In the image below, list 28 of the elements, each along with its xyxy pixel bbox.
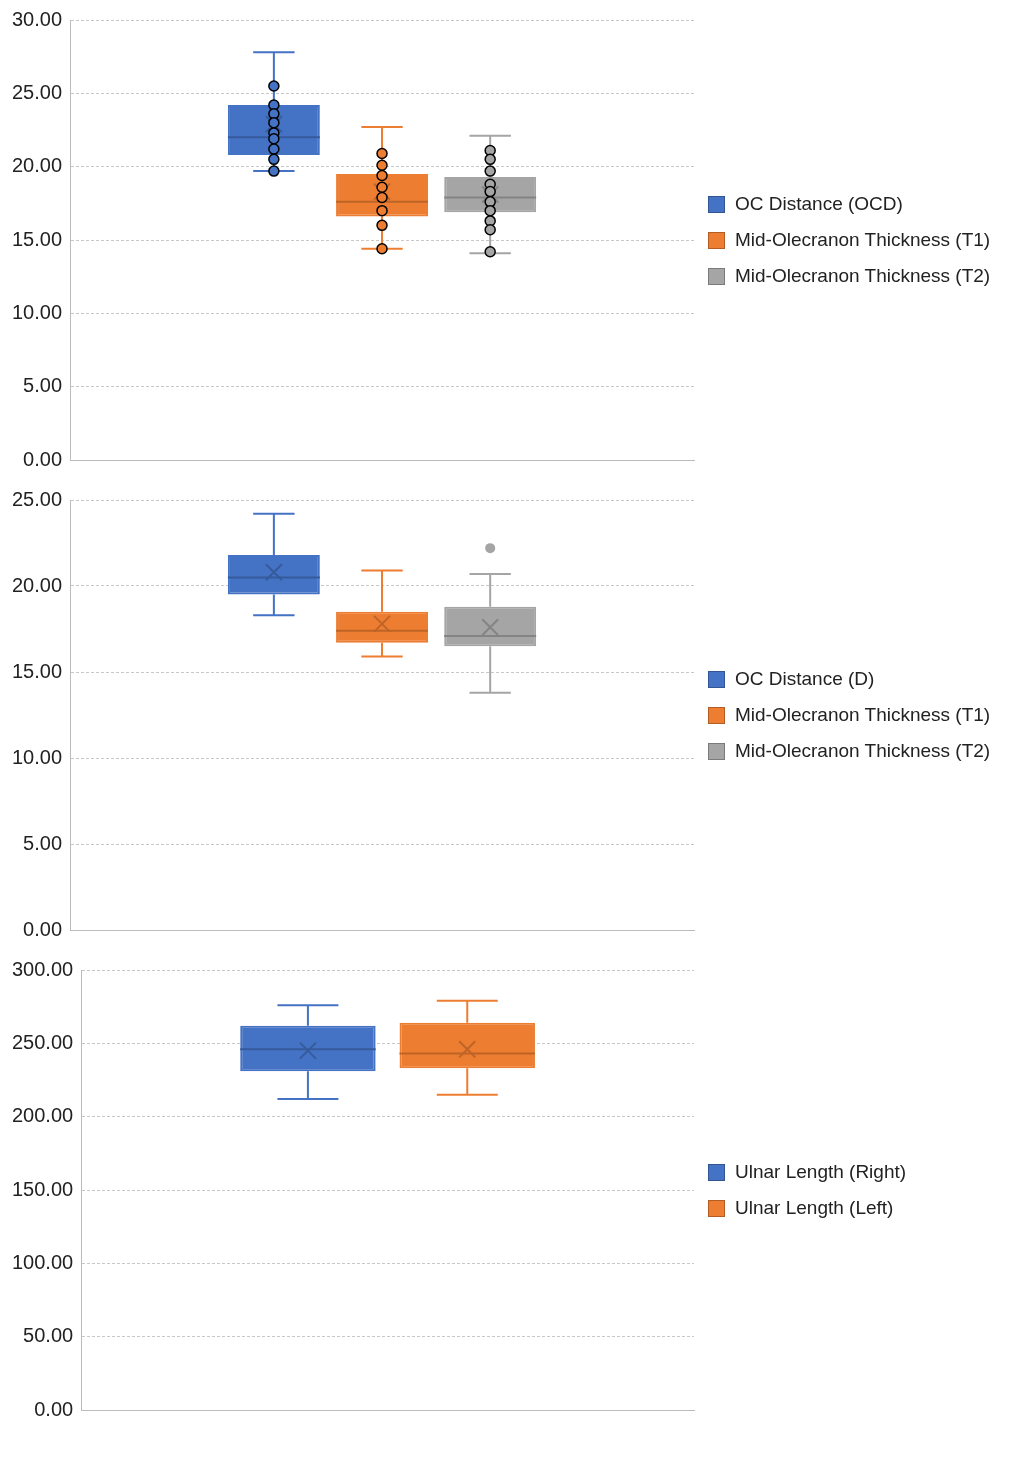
legend-label: Mid-Olecranon Thickness (T2) (735, 265, 991, 287)
y-tick-label: 30.00 (11, 7, 63, 30)
y-tick-label: 100.00 (12, 1250, 74, 1273)
legend-label: OC Distance (OCD) (735, 193, 903, 215)
y-tick-label: 5.00 (23, 831, 63, 854)
y-tick-label: 10.00 (11, 300, 63, 323)
y-tick-label: 15.00 (11, 659, 63, 682)
y-tick-label: 0.00 (34, 1397, 74, 1420)
y-tick-label: 200.00 (12, 1104, 74, 1127)
y-tick-label: 250.00 (12, 1030, 74, 1053)
y-tick-label: 0.00 (23, 917, 63, 940)
legend-label: OC Distance (D) (735, 668, 875, 690)
y-tick-label: 150.00 (12, 1177, 74, 1200)
legend-label: Mid-Olecranon Thickness (T2) (735, 740, 991, 762)
y-tick-label: 15.00 (11, 227, 63, 250)
y-tick-label: 5.00 (23, 374, 63, 397)
legend-label: Ulnar Length (Right) (735, 1161, 907, 1183)
legend-label: Mid-Olecranon Thickness (T1) (735, 704, 991, 726)
y-tick-label: 300.00 (12, 957, 74, 980)
legend-label: Ulnar Length (Left) (735, 1197, 894, 1219)
y-tick-label: 20.00 (11, 154, 63, 177)
y-tick-label: 10.00 (11, 745, 63, 768)
y-tick-label: 0.00 (23, 447, 63, 470)
y-tick-label: 50.00 (23, 1324, 74, 1347)
y-tick-label: 25.00 (11, 487, 63, 510)
legend-label: Mid-Olecranon Thickness (T1) (735, 229, 991, 251)
y-tick-label: 25.00 (11, 80, 63, 103)
y-tick-label: 20.00 (11, 573, 63, 596)
